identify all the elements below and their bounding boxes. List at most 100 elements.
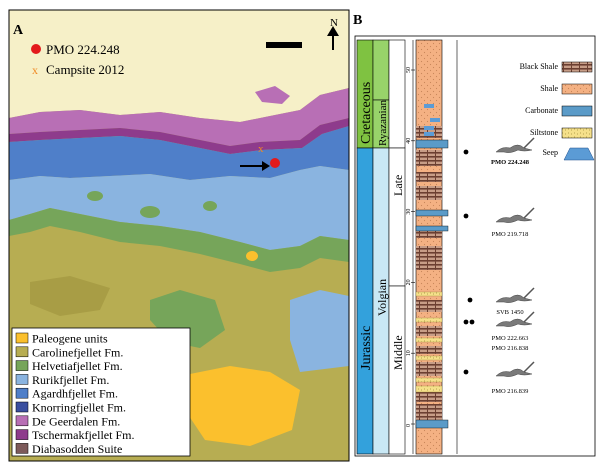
scale-bar — [266, 42, 302, 48]
lithology-legend-swatch — [563, 147, 595, 161]
specimen-horizon-dot — [463, 149, 469, 155]
plesiosaur-icon — [495, 137, 535, 153]
map-frame — [8, 9, 350, 462]
specimen-horizon-dot — [463, 319, 469, 325]
map-carolinefjellet-patch — [30, 276, 110, 316]
lithology-column — [415, 39, 449, 455]
unit-legend-label: Helvetiafjellet Fm. — [32, 359, 123, 373]
lithology-carbonate — [415, 139, 449, 149]
map-island — [203, 201, 217, 211]
unit-legend-label: De Geerdalen Fm. — [32, 414, 120, 428]
map-rurikfjellet-patch — [290, 290, 349, 372]
lithology-black-shale — [416, 362, 442, 376]
panel-b-label: B — [353, 13, 362, 28]
specimen-label: PMO 216.838 — [492, 345, 529, 352]
unit-legend-label: Diabasodden Suite — [32, 442, 122, 456]
specimen-label: PMO 224.248 — [491, 159, 530, 166]
stage-ryazanian-top — [372, 39, 390, 101]
unit-legend-swatch — [15, 387, 29, 399]
unit-legend-swatch — [15, 332, 29, 344]
unit-legend-swatch — [15, 374, 29, 385]
scale-tick-label: 20 — [406, 279, 412, 285]
map-paleogene-patch — [246, 251, 258, 261]
substage-blank — [388, 39, 406, 149]
map-degeerdalen-patch — [255, 86, 290, 104]
substage-label-late: Late — [391, 175, 405, 196]
unit-legend-swatch — [15, 443, 29, 454]
unit-legend-label: Paleogene units — [32, 332, 108, 346]
period-jurassic — [356, 147, 374, 455]
unit-legend-swatch — [15, 360, 29, 371]
lithology-legend-label: Black Shale — [520, 62, 559, 71]
plesiosaur-icon — [495, 361, 535, 377]
lithology-seep — [430, 118, 440, 122]
specimen-horizon-dot — [469, 319, 475, 325]
lithology-black-shale — [416, 346, 442, 354]
lithology-legend-swatch — [561, 127, 593, 139]
unit-legend-label: Knorringfjellet Fm. — [32, 401, 126, 415]
unit-legend-swatch — [15, 401, 29, 413]
lithology-seep — [424, 132, 434, 136]
substage-middle — [388, 285, 406, 455]
specimen-label: PMO 222.663 — [492, 335, 529, 342]
site-legend-icon — [31, 44, 41, 54]
unit-legend-label: Agardhfjellet Fm. — [32, 387, 118, 401]
lithology-siltstone — [415, 377, 443, 383]
period-label-jurassic: Jurassic — [359, 326, 374, 370]
substage-late — [388, 147, 406, 287]
lithology-siltstone — [415, 385, 443, 393]
lithology-legend-swatch — [561, 105, 593, 117]
site-marker-icon — [270, 158, 280, 168]
plesiosaur-icon — [495, 287, 535, 303]
lithology-black-shale — [416, 262, 442, 270]
specimen-horizon-dot — [467, 297, 473, 303]
lithology-siltstone — [415, 291, 443, 297]
site-legend-label: PMO 224.248 — [46, 42, 120, 57]
lithology-legend-label: Shale — [540, 84, 558, 93]
panel-b-frame — [354, 35, 596, 457]
scale-tick-label: 30 — [406, 209, 412, 215]
scale-tick-label: 40 — [406, 138, 412, 144]
scale-tick-label: 0 — [406, 424, 412, 427]
stage-label-volgian: Volgian — [375, 279, 389, 316]
map-helvetiafjellet — [9, 208, 349, 272]
lithology-legend-swatch — [561, 83, 593, 95]
camp-legend-label: Campsite 2012 — [46, 62, 124, 77]
unit-legend-label: Carolinefjellet Fm. — [32, 345, 123, 359]
scale-ticks: 0 10 20 30 40 50 — [406, 67, 415, 427]
lithology-siltstone — [415, 337, 443, 343]
scale-tick-label: 10 — [406, 350, 412, 356]
specimen-label: PMO 219.718 — [492, 231, 529, 238]
lithology-seep — [424, 104, 434, 108]
lithology-carbonate — [415, 209, 449, 217]
camp-legend-icon: x — [32, 63, 38, 77]
lithology-carbonate — [415, 419, 449, 429]
north-label: N — [330, 17, 338, 29]
lithology-seep — [424, 126, 434, 130]
map-paleogene — [185, 366, 300, 446]
lithology-black-shale — [416, 300, 442, 312]
map-rurikfjellet — [9, 166, 349, 250]
lithology-legend-label: Siltstone — [530, 128, 558, 137]
stage-label-ryazanian: Ryazanian — [377, 100, 389, 146]
specimen-horizon-dot — [463, 213, 469, 219]
lithology-siltstone — [415, 317, 443, 323]
lithology-black-shale — [416, 150, 442, 166]
specimen-label: SVB 1450 — [496, 309, 523, 316]
unit-legend-label: Tschermakfjellet Fm. — [32, 428, 134, 442]
lithology-black-shale — [416, 246, 442, 262]
lithology-black-shale — [416, 172, 442, 182]
panel-a: A PMO 224.248 x Campsite 2012 N x Paleog… — [8, 9, 350, 462]
lithology-black-shale — [416, 186, 442, 200]
site-pointer-head-icon — [262, 161, 270, 171]
lithology-black-shale — [416, 228, 442, 238]
unit-legend-swatch — [15, 346, 29, 358]
specimen-label: PMO 216.839 — [492, 388, 529, 395]
lithology-black-shale — [416, 392, 442, 402]
map-tschermakfjellet — [9, 118, 349, 154]
lithology-legend: Black Shale Shale Carbonate Siltstone Seep — [520, 61, 595, 161]
camp-marker-icon: x — [258, 143, 264, 155]
lithology-black-shale — [416, 404, 442, 420]
scale-tick-label: 50 — [406, 67, 412, 73]
